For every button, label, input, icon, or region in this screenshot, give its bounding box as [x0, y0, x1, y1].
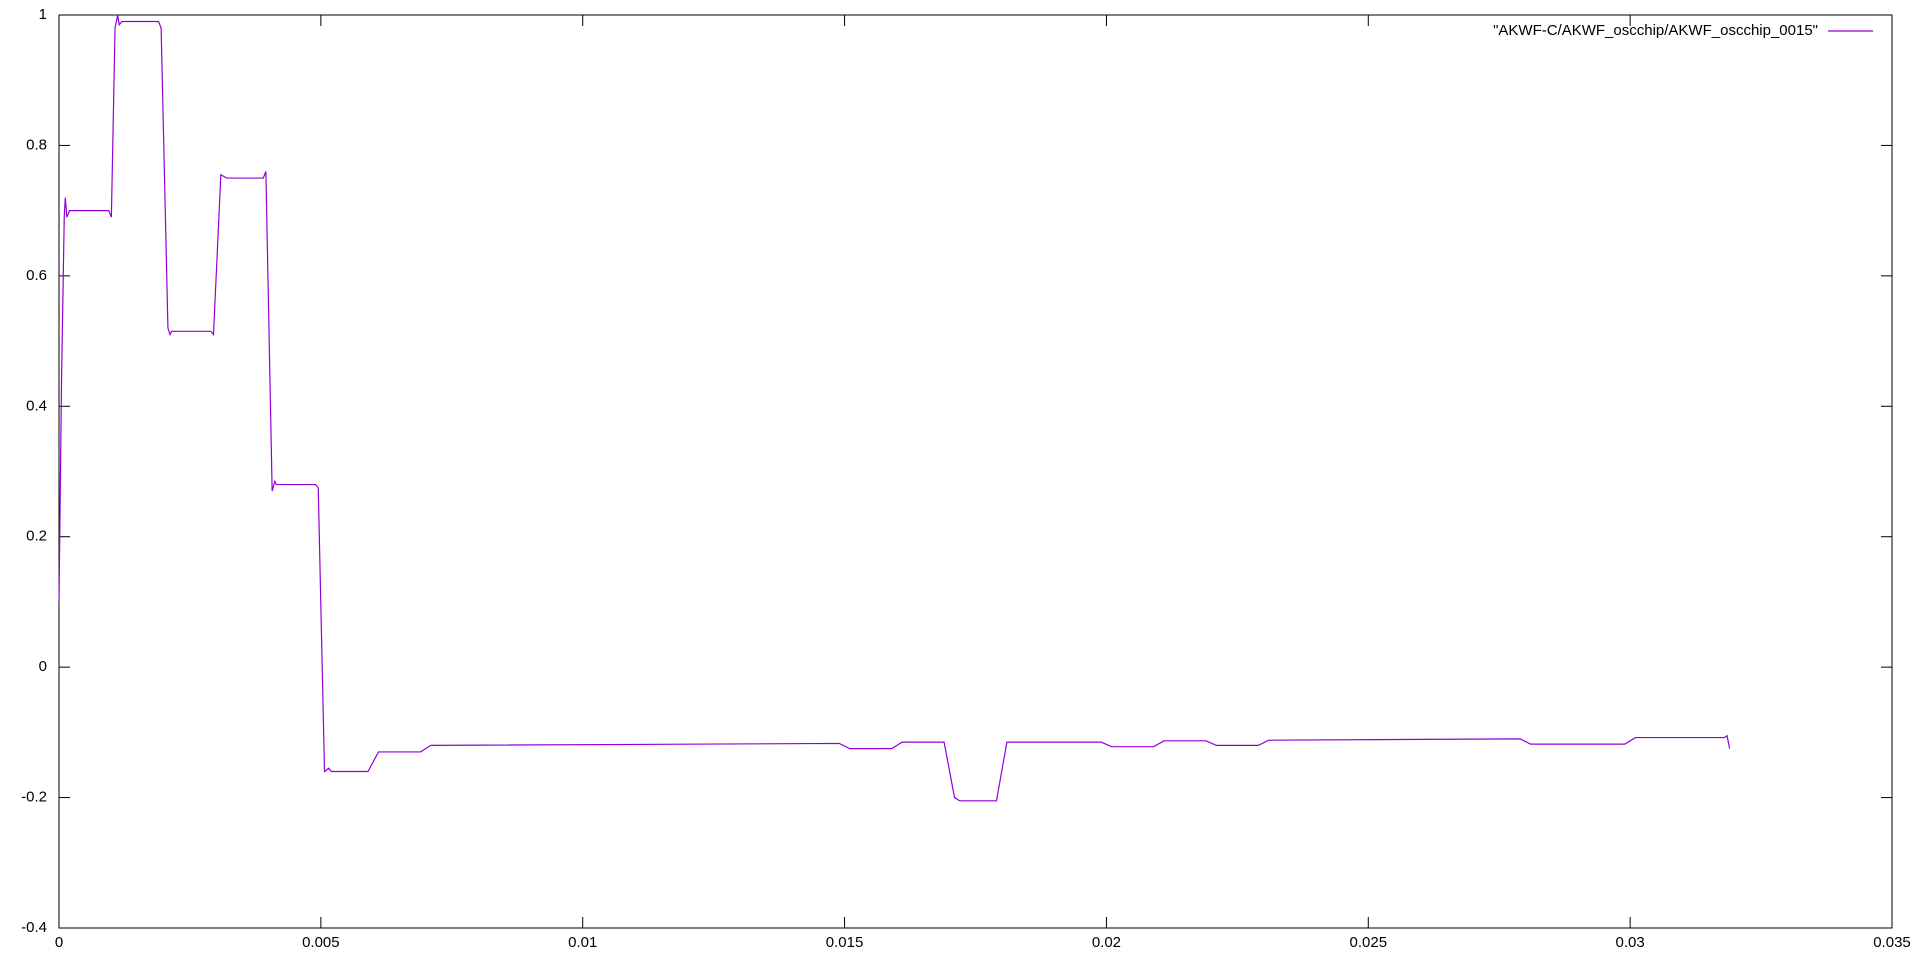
legend-label: "AKWF-C/AKWF_oscchip/AKWF_oscchip_0015" — [1493, 22, 1818, 39]
x-tick-label: 0.035 — [1873, 934, 1911, 951]
y-tick-label: -0.2 — [21, 789, 47, 806]
y-tick-label: 0.4 — [26, 397, 47, 414]
x-tick-label: 0.025 — [1350, 934, 1388, 951]
y-tick-label: 0 — [39, 658, 47, 675]
y-tick-label: 0.8 — [26, 136, 47, 153]
x-tick-label: 0.015 — [826, 934, 864, 951]
x-tick-label: 0.03 — [1616, 934, 1645, 951]
data-line — [58, 14, 1731, 802]
y-tick-label: 0.2 — [26, 528, 47, 545]
x-tick-label: 0 — [55, 934, 63, 951]
x-tick-label: 0.02 — [1092, 934, 1121, 951]
x-tick-label: 0.005 — [302, 934, 340, 951]
y-tick-label: -0.4 — [21, 919, 47, 936]
y-tick-label: 1 — [39, 6, 47, 23]
x-tick-label: 0.01 — [568, 934, 597, 951]
y-tick-label: 0.6 — [26, 267, 47, 284]
plot-border — [58, 14, 1893, 929]
